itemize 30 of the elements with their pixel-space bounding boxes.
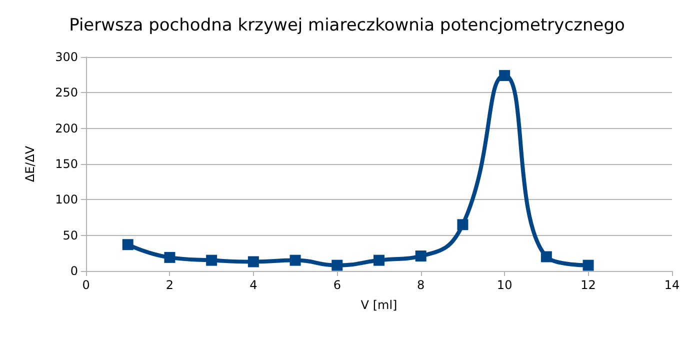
x-tick-label: 10 bbox=[496, 278, 512, 292]
point bbox=[499, 70, 510, 82]
x-tick-label: 12 bbox=[580, 278, 596, 292]
y-axis-title: ΔE/ΔV bbox=[23, 145, 37, 182]
point bbox=[164, 252, 176, 263]
y-tick-label: 100 bbox=[55, 192, 78, 207]
point bbox=[540, 251, 552, 262]
point bbox=[457, 219, 468, 230]
y-tick-label: 250 bbox=[55, 86, 78, 100]
x-tick-label: 14 bbox=[664, 278, 680, 292]
y-tick-label: 200 bbox=[55, 121, 78, 136]
y-tick-label: 150 bbox=[55, 157, 78, 171]
y-tick-label: 50 bbox=[62, 228, 78, 242]
point bbox=[415, 250, 426, 262]
y-tick-label: 300 bbox=[55, 50, 78, 64]
x-axis-title: V [ml] bbox=[360, 298, 398, 312]
point bbox=[290, 254, 301, 266]
y-tick-label: 0 bbox=[70, 264, 78, 278]
point bbox=[332, 260, 343, 271]
x-tick-label: 8 bbox=[417, 278, 425, 292]
x-tick-label: 6 bbox=[333, 278, 341, 292]
point bbox=[582, 260, 594, 271]
point bbox=[248, 256, 259, 268]
chart-title: Pierwsza pochodna krzywej miareczkownia potencjometrycznego bbox=[69, 16, 625, 36]
x-tick-label: 2 bbox=[166, 278, 174, 292]
point bbox=[122, 239, 134, 250]
x-tick-label: 4 bbox=[250, 278, 258, 292]
x-tick-label: 0 bbox=[82, 278, 90, 292]
point bbox=[374, 254, 384, 266]
point bbox=[206, 254, 218, 266]
